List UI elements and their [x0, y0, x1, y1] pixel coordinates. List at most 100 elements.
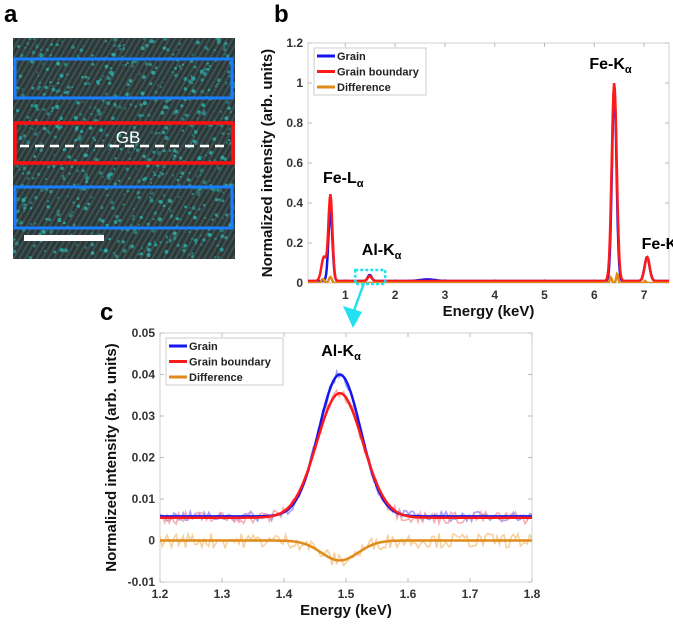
atom-dot [45, 178, 48, 181]
atom-dot [41, 62, 45, 66]
atom-dot [104, 92, 108, 96]
atom-dot [142, 38, 146, 40]
arrow-head-icon [343, 306, 362, 328]
atom-dot [34, 132, 38, 136]
atom-dot [72, 223, 76, 227]
atom-dot [207, 88, 211, 92]
atom-dot [168, 199, 173, 204]
atom-dot [202, 238, 206, 242]
y-tick-label: 0.02 [132, 451, 156, 465]
atom-dot [22, 206, 27, 210]
atom-dot [133, 147, 136, 150]
atom-dot [51, 106, 55, 110]
atom-dot [172, 231, 177, 236]
atom-dot [201, 111, 206, 116]
atom-dot [66, 195, 69, 198]
atom-dot [59, 73, 64, 78]
atom-dot [83, 153, 88, 158]
x-tick-label: 1.6 [400, 587, 417, 601]
x-tick-label: 5 [541, 288, 548, 302]
atom-dot [96, 80, 100, 84]
panel-label-c: c [100, 299, 113, 326]
atom-dot [122, 248, 127, 253]
atom-dot [93, 149, 96, 152]
atom-dot [102, 139, 104, 142]
atom-dot [60, 248, 64, 253]
atom-dot [115, 214, 119, 219]
series-group [160, 368, 532, 568]
atom-dot [35, 148, 38, 150]
atom-dot [64, 248, 69, 253]
atom-dot [89, 106, 92, 109]
atom-dot [136, 168, 138, 171]
atom-dot [176, 178, 180, 182]
atom-dot [195, 242, 198, 245]
atom-dot [183, 77, 188, 81]
y-tick-label: 0.8 [286, 116, 303, 130]
atom-dot [183, 87, 188, 91]
atom-dot [101, 175, 104, 178]
atom-dot [191, 206, 196, 211]
atom-dot [81, 75, 85, 79]
atom-dot [57, 119, 60, 122]
atom-dot [206, 62, 209, 65]
atom-dot [39, 148, 43, 152]
atom-dot [44, 85, 48, 90]
atom-dot [129, 103, 133, 106]
atom-dot [26, 140, 31, 145]
atom-dot [40, 48, 42, 51]
atom-dot [224, 116, 229, 121]
atom-dot [199, 69, 204, 74]
atom-dot [26, 177, 30, 180]
atom-dot [67, 155, 72, 159]
atom-dot [60, 166, 64, 170]
atom-dot [46, 112, 51, 116]
atom-dot [175, 216, 180, 221]
atom-dot [167, 207, 171, 210]
atom-dot [29, 126, 32, 129]
atom-dot [179, 175, 182, 179]
atom-dot [216, 82, 219, 86]
atom-dot [174, 235, 177, 238]
atom-dot [199, 168, 204, 173]
atom-dot [24, 46, 27, 49]
atom-dot [181, 129, 184, 132]
atom-dot [125, 167, 129, 171]
atom-dot [221, 199, 225, 203]
y-tick-label: 1.2 [286, 36, 303, 50]
atom-dot [167, 198, 171, 202]
atom-dot [28, 256, 32, 259]
atom-dot [122, 44, 125, 47]
atom-dot [163, 38, 168, 41]
atom-dot [153, 211, 158, 215]
atom-dot [76, 204, 81, 208]
x-tick-label: 6 [591, 288, 598, 302]
atom-dot [227, 106, 231, 110]
atom-dot [51, 87, 56, 92]
atom-dot [220, 155, 225, 160]
atom-dot [162, 149, 167, 153]
atom-dot [159, 171, 162, 174]
atom-dot [172, 236, 177, 241]
atom-dot [112, 251, 116, 255]
atom-dot [208, 65, 212, 68]
atom-dot [104, 248, 109, 253]
atom-dot [84, 75, 88, 79]
atom-dot [214, 256, 216, 258]
x-axis-label: Energy (keV) [300, 602, 392, 619]
annotation-main: Fe-L [323, 170, 357, 187]
atom-dot [106, 173, 111, 178]
annotation-subscript: α [395, 250, 402, 262]
atom-dot [206, 48, 209, 51]
atom-dot [160, 110, 165, 115]
atom-dot [34, 195, 38, 200]
atom-dot [126, 62, 129, 65]
atom-dot [71, 45, 75, 50]
atom-dot [224, 235, 228, 240]
atom-dot [49, 80, 52, 84]
atom-dot [85, 180, 89, 184]
atom-dot [53, 250, 57, 254]
atom-dot [215, 38, 220, 40]
atom-dot [46, 200, 50, 203]
legend-entry: Difference [189, 372, 243, 384]
